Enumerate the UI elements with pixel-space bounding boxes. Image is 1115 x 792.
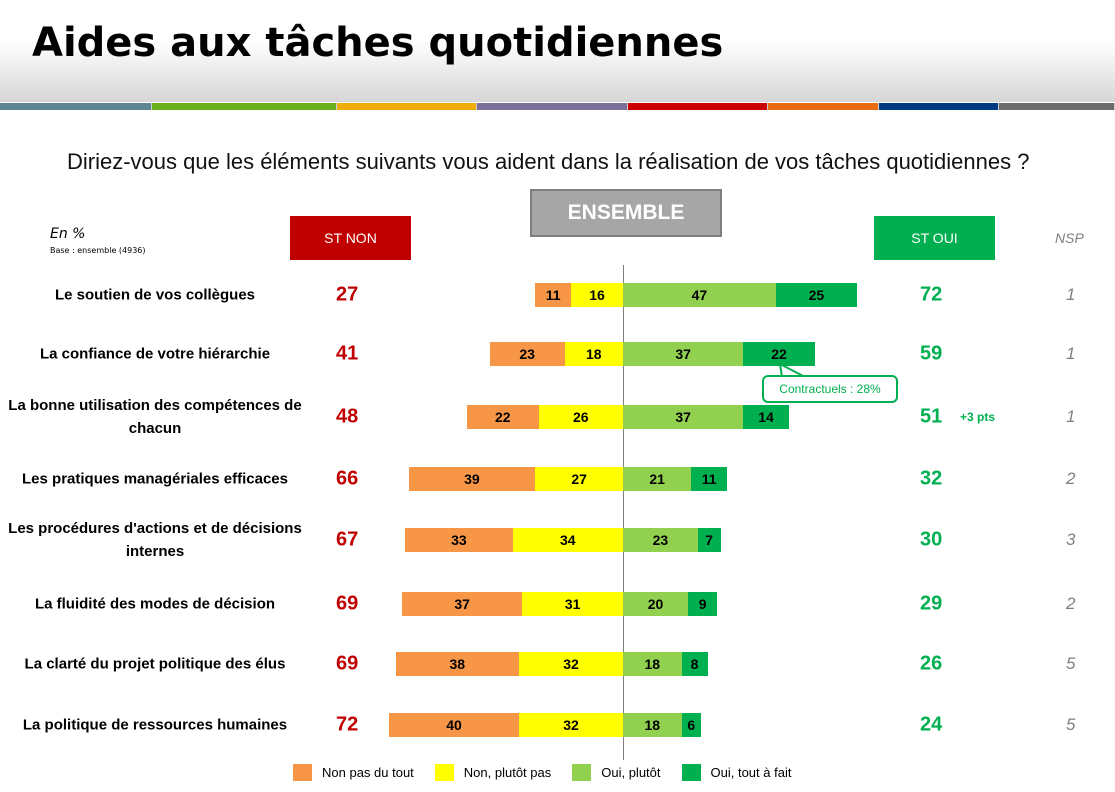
st-non-value: 69 bbox=[336, 652, 359, 675]
band-segment bbox=[151, 103, 337, 110]
bar-segment: 26 bbox=[538, 405, 623, 429]
band-segment bbox=[998, 103, 1115, 110]
legend-item: Oui, plutôt bbox=[572, 764, 661, 781]
bar-segment: 38 bbox=[395, 652, 519, 676]
st-non-value: 48 bbox=[336, 405, 359, 428]
legend-swatch bbox=[572, 764, 592, 781]
nsp-value: 5 bbox=[1066, 654, 1076, 673]
nsp-value: 1 bbox=[1066, 344, 1076, 363]
legend-swatch bbox=[434, 764, 454, 781]
st-non-value: 41 bbox=[336, 342, 359, 365]
bar-segment: 40 bbox=[389, 713, 519, 737]
bar-segment: 11 bbox=[535, 283, 571, 307]
st-oui-value: 24 bbox=[920, 713, 943, 736]
callout-contractuels: Contractuels : 28% bbox=[762, 375, 898, 403]
st-oui-value: 59 bbox=[920, 342, 943, 365]
nsp-value: 3 bbox=[1066, 530, 1076, 549]
page-title: Aides aux tâches quotidiennes bbox=[32, 20, 724, 66]
color-band bbox=[0, 103, 1115, 110]
st-non-header: ST NON bbox=[290, 216, 411, 260]
st-oui-value: 29 bbox=[920, 592, 943, 615]
band-segment bbox=[878, 103, 999, 110]
bar-segment: 31 bbox=[522, 592, 623, 616]
legend-swatch bbox=[681, 764, 701, 781]
bar-segment: 7 bbox=[697, 528, 721, 552]
bar-segment: 37 bbox=[623, 405, 744, 429]
st-oui-value: 30 bbox=[920, 528, 943, 551]
row-label: La bonne utilisation des compétences de … bbox=[8, 397, 302, 437]
bar-segment: 14 bbox=[743, 405, 789, 429]
bar-segment: 39 bbox=[408, 467, 536, 491]
nsp-value: 1 bbox=[1066, 407, 1076, 426]
bar-segment: 18 bbox=[564, 342, 623, 366]
bar-segment: 32 bbox=[519, 713, 623, 737]
st-oui-value: 72 bbox=[920, 283, 943, 306]
unit-label: En % bbox=[50, 226, 86, 242]
st-oui-value: 32 bbox=[920, 467, 943, 490]
row-label: Les pratiques managériales efficaces bbox=[22, 470, 288, 488]
bar-segment: 37 bbox=[623, 342, 744, 366]
legend-item: Non, plutôt pas bbox=[434, 764, 552, 781]
st-non-value: 67 bbox=[336, 528, 359, 551]
nsp-header: NSP bbox=[1055, 230, 1084, 246]
callout-pointer bbox=[778, 362, 806, 378]
row-label: Les procédures d'actions et de décisions… bbox=[8, 520, 302, 560]
st-oui-value: 26 bbox=[920, 652, 943, 675]
row-label: Le soutien de vos collègues bbox=[54, 286, 256, 304]
band-segment bbox=[768, 103, 879, 110]
st-oui-header: ST OUI bbox=[874, 216, 995, 260]
bar-segment: 9 bbox=[688, 592, 718, 616]
bar-segment: 18 bbox=[623, 652, 682, 676]
legend-swatch bbox=[293, 764, 312, 781]
legend-label: Non pas du tout bbox=[322, 765, 414, 780]
legend-label: Oui, tout à fait bbox=[710, 765, 792, 780]
bar-segment: 22 bbox=[467, 405, 539, 429]
bar-segment: 27 bbox=[535, 467, 623, 491]
band-segment bbox=[476, 103, 629, 110]
bar-segment: 32 bbox=[519, 652, 623, 676]
bar-segment: 25 bbox=[775, 283, 857, 307]
bar-segment: 22 bbox=[743, 342, 815, 366]
row-label: La politique de ressources humaines bbox=[22, 716, 288, 734]
bar-segment: 18 bbox=[623, 713, 682, 737]
bar-segment: 20 bbox=[623, 592, 688, 616]
base-label: Base : ensemble (4936) bbox=[50, 246, 146, 255]
band-segment bbox=[336, 103, 477, 110]
nsp-value: 5 bbox=[1066, 715, 1076, 734]
nsp-value: 2 bbox=[1066, 594, 1076, 613]
zero-axis bbox=[623, 265, 624, 760]
st-non-value: 66 bbox=[336, 467, 359, 490]
ensemble-badge: ENSEMBLE bbox=[530, 189, 722, 237]
row-label: La clarté du projet politique des élus bbox=[24, 655, 286, 673]
bar-segment: 37 bbox=[402, 592, 523, 616]
st-non-value: 72 bbox=[336, 713, 359, 736]
bar-segment: 23 bbox=[623, 528, 698, 552]
bar-segment: 34 bbox=[512, 528, 623, 552]
st-oui-value: 51 bbox=[920, 405, 943, 428]
bar-segment: 23 bbox=[489, 342, 565, 366]
nsp-value: 2 bbox=[1066, 469, 1076, 488]
st-non-value: 27 bbox=[336, 283, 359, 306]
bar-segment: 6 bbox=[681, 713, 701, 737]
bar-segment: 21 bbox=[623, 467, 692, 491]
bar-segment: 47 bbox=[623, 283, 776, 307]
legend-label: Non, plutôt pas bbox=[463, 765, 552, 780]
bar-segment: 16 bbox=[571, 283, 623, 307]
row-label: La confiance de votre hiérarchie bbox=[39, 345, 271, 363]
header bbox=[0, 0, 1115, 102]
band-segment bbox=[628, 103, 769, 110]
band-segment bbox=[0, 103, 152, 110]
legend-label: Oui, plutôt bbox=[601, 765, 661, 780]
row-label: La fluidité des modes de décision bbox=[34, 595, 276, 613]
bar-segment: 11 bbox=[691, 467, 727, 491]
nsp-value: 1 bbox=[1066, 285, 1076, 304]
question: Diriez-vous que les éléments suivants vo… bbox=[67, 149, 1030, 174]
legend-item: Non pas du tout bbox=[293, 764, 414, 781]
legend: Non pas du tout Non, plutôt pas Oui, plutô… bbox=[293, 764, 812, 781]
bar-segment: 33 bbox=[405, 528, 513, 552]
change-annotation: +3 pts bbox=[960, 410, 996, 424]
st-non-value: 69 bbox=[336, 592, 359, 615]
bar-segment: 8 bbox=[681, 652, 708, 676]
legend-item: Oui, tout à fait bbox=[681, 764, 792, 781]
